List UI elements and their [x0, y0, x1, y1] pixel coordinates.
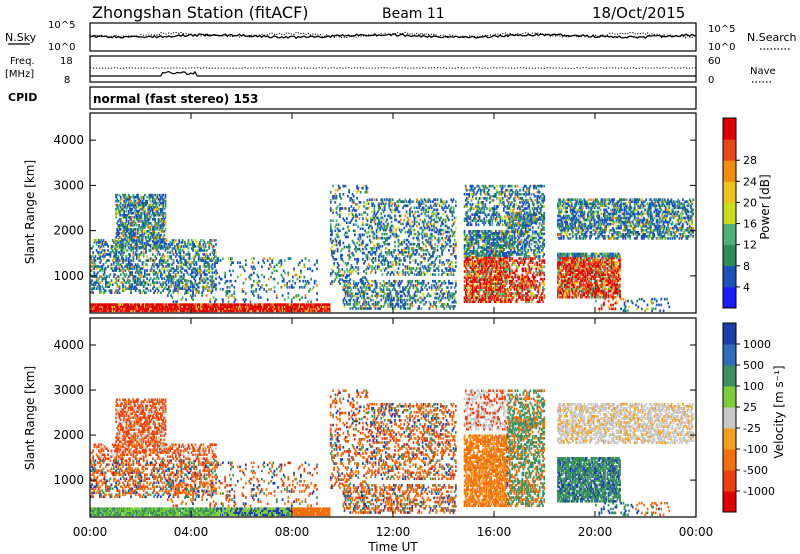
power-panel: 1000200030004000 Slant Range [km] 481216… — [23, 113, 772, 313]
power-cell — [123, 210, 125, 213]
power-cell — [136, 224, 138, 227]
noise-left-label: N.Sky — [5, 31, 37, 44]
power-cell — [121, 198, 123, 201]
power-cell — [162, 194, 164, 197]
freq-label-bottom: [MHz] — [5, 69, 34, 80]
power-cell — [165, 220, 167, 223]
cpid-strip: CPID normal (fast stereo) 153 — [8, 87, 696, 109]
figure-title: Zhongshan Station (fitACF) — [92, 3, 309, 22]
power-cell — [329, 303, 331, 306]
cpid-text: normal (fast stereo) 153 — [93, 92, 259, 106]
power-cell — [122, 222, 124, 225]
power-cell — [116, 194, 118, 197]
nave-label: Nave — [750, 66, 776, 77]
noise-right-tick-top: 10^5 — [708, 24, 735, 35]
noise-right-label: N.Search — [747, 31, 797, 44]
beam-label: Beam 11 — [382, 6, 445, 22]
power-cell — [91, 279, 93, 282]
noise-right-tick-bottom: 10^0 — [708, 42, 735, 53]
power-cell — [150, 244, 152, 247]
power-cell — [154, 218, 156, 221]
power-cell — [146, 200, 148, 203]
power-cell — [157, 194, 159, 197]
freq-label-top: Freq. — [10, 56, 35, 67]
freq-right-tick-bottom: 0 — [708, 75, 714, 86]
freq-frame — [90, 56, 696, 82]
freq-left-tick-top: 18 — [60, 56, 73, 67]
radar-figure: Zhongshan Station (fitACF) Beam 11 18/Oc… — [0, 0, 800, 554]
power-cell — [137, 194, 139, 197]
freq-strip: Freq. [MHz] 18 8 60 0 Nave — [5, 56, 776, 86]
power-cell — [144, 194, 146, 197]
noise-strip: N.Sky 10^5 10^0 10^5 10^0 N.Search — [5, 20, 797, 53]
cpid-label: CPID — [8, 91, 37, 104]
noise-left-tick-bottom: 10^0 — [48, 42, 75, 53]
power-cell — [165, 228, 167, 231]
power-cell — [120, 214, 122, 217]
power-cell — [165, 200, 167, 203]
power-cell — [160, 234, 162, 237]
noise-left-tick-top: 10^5 — [48, 20, 75, 31]
freq-left-tick-bottom: 8 — [64, 75, 70, 86]
power-cell — [130, 196, 132, 199]
power-cell — [131, 216, 133, 219]
power-cell — [135, 228, 137, 231]
power-cell — [146, 196, 148, 199]
power-cell — [145, 236, 147, 239]
power-cell — [165, 212, 167, 215]
power-cell — [119, 232, 121, 235]
power-cell — [163, 234, 165, 237]
power-cell — [118, 200, 120, 203]
power-cell — [152, 194, 154, 197]
date-label: 18/Oct/2015 — [592, 4, 685, 22]
power-cell — [120, 228, 122, 231]
freq-right-tick-top: 60 — [708, 56, 721, 67]
power-cell — [165, 194, 167, 197]
power-cell — [144, 208, 146, 211]
